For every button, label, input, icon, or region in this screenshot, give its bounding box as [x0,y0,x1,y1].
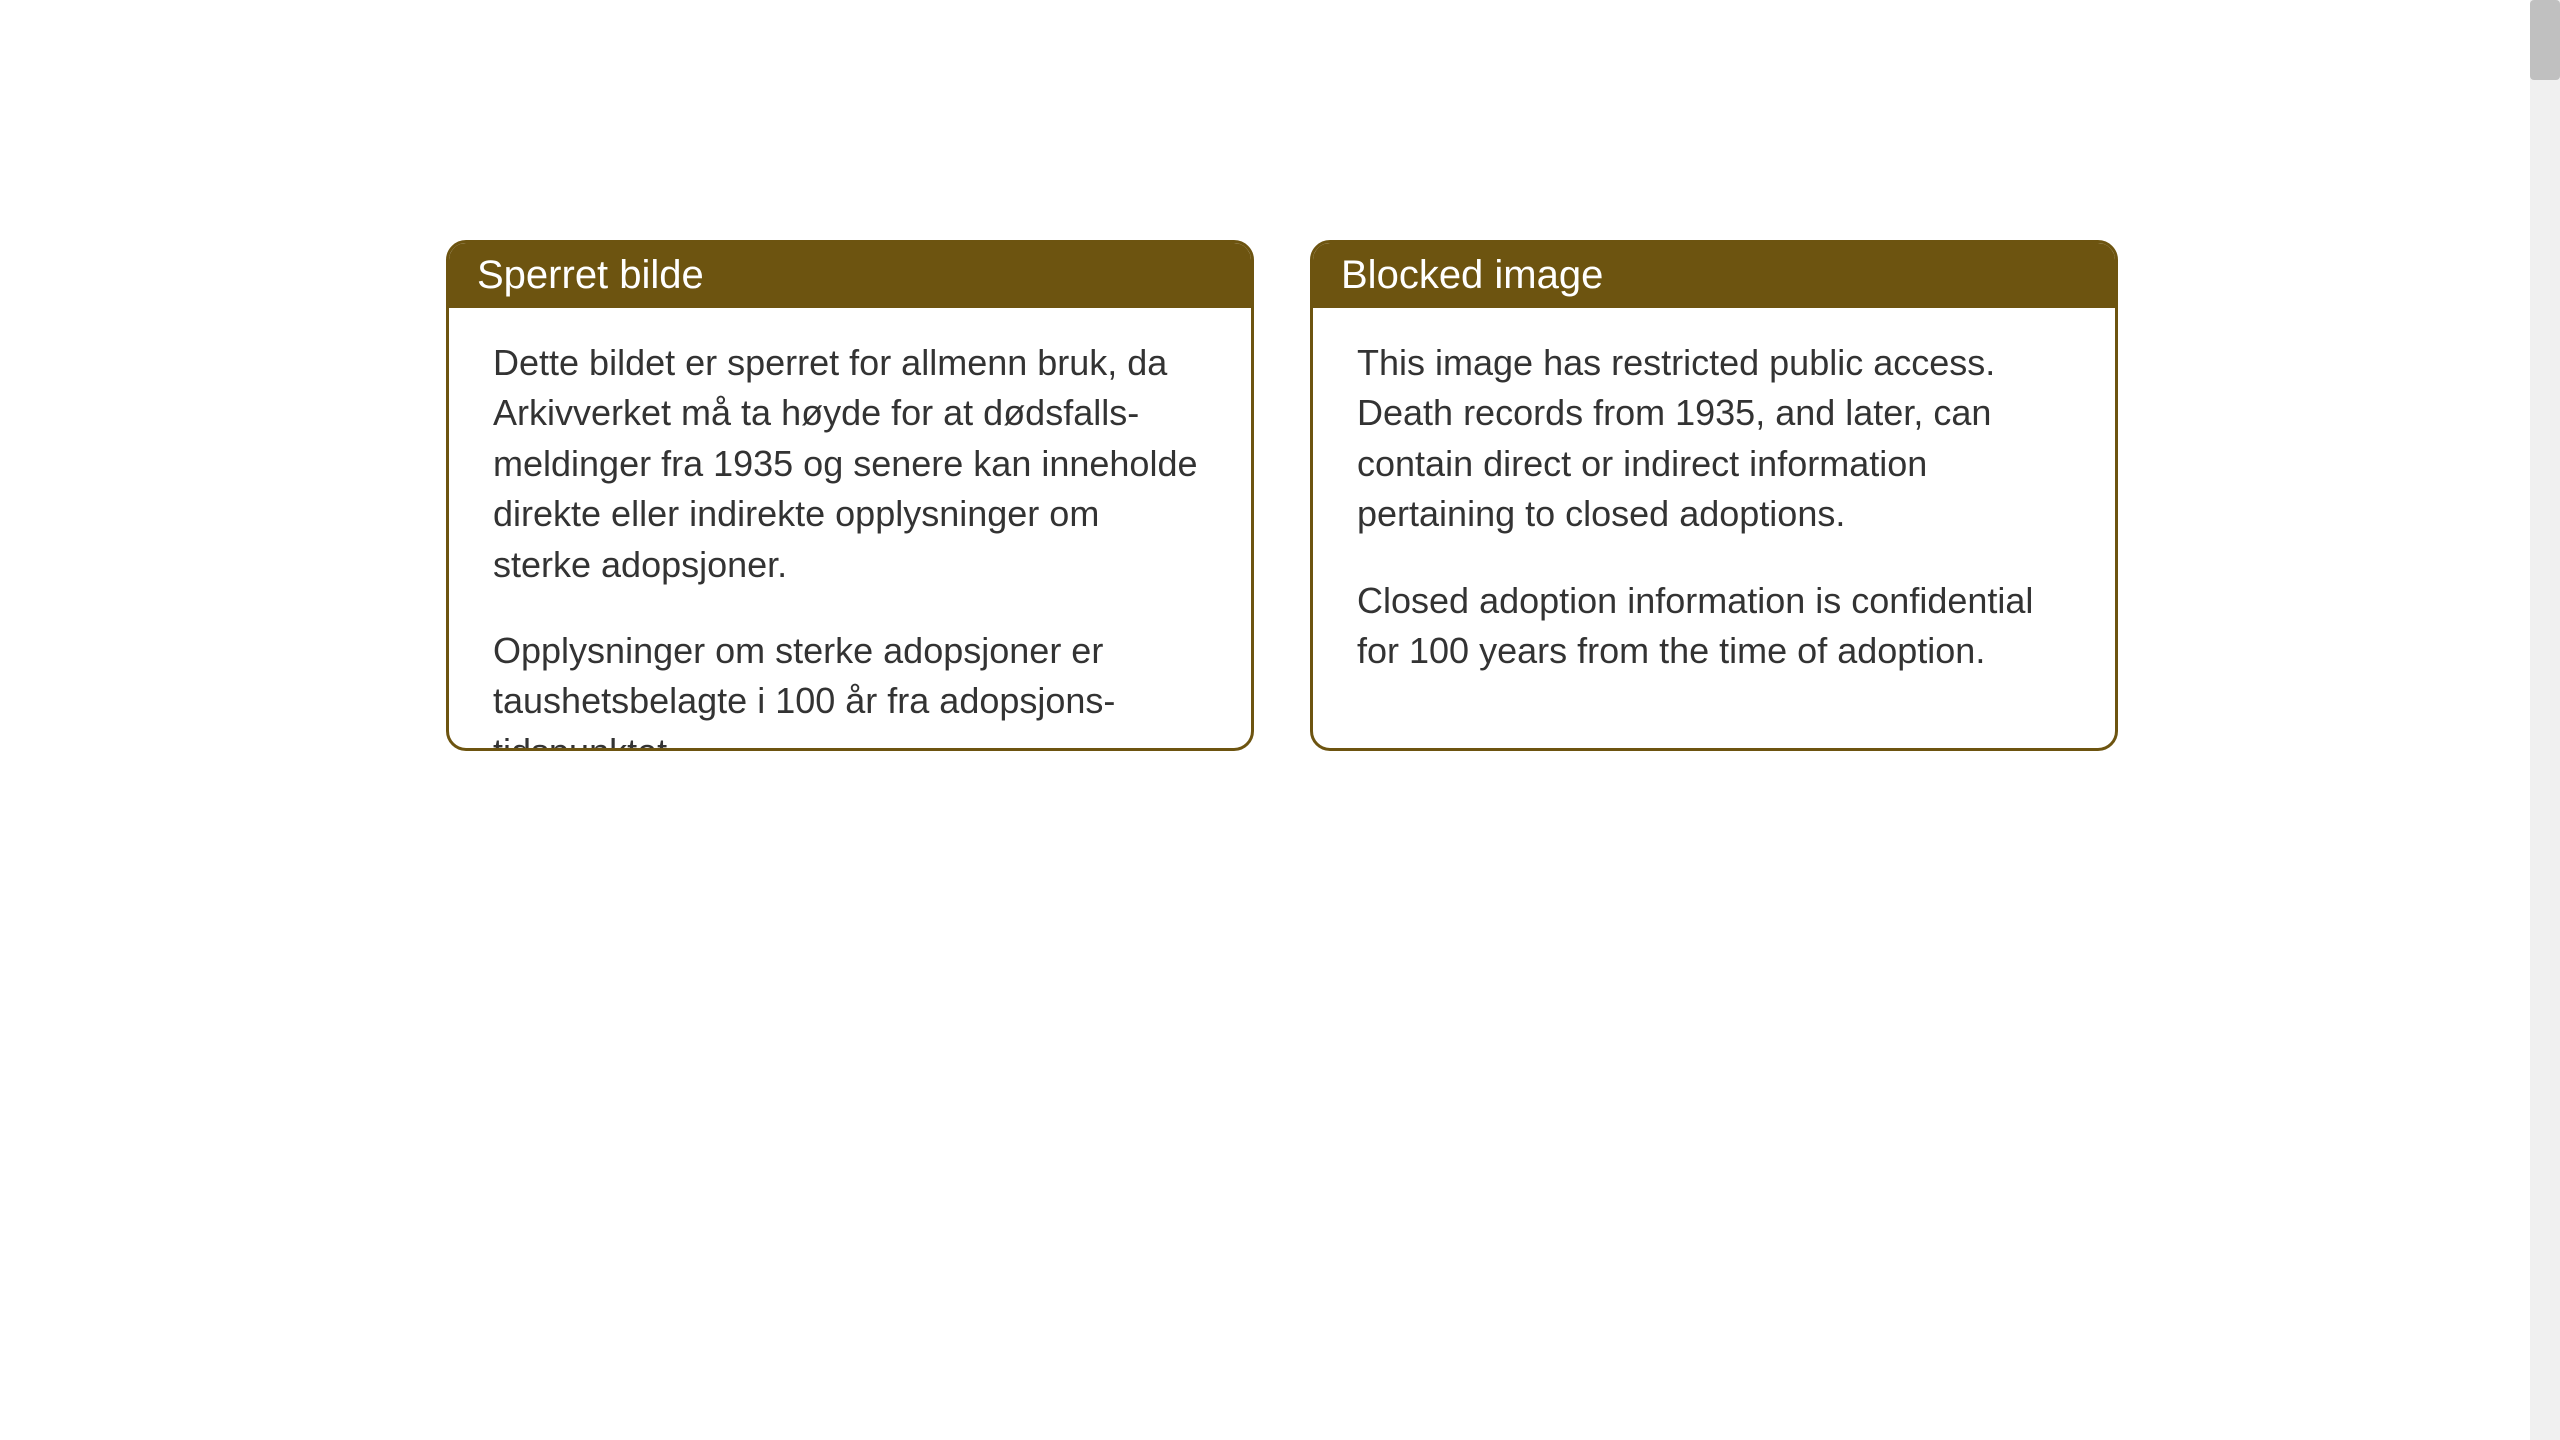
card-title: Blocked image [1341,253,1603,297]
card-paragraph-1: Dette bildet er sperret for allmenn bruk… [493,338,1207,590]
scrollbar-thumb[interactable] [2530,0,2560,80]
card-paragraph-2: Closed adoption information is confident… [1357,576,2071,677]
card-header: Sperret bilde [449,243,1251,308]
card-paragraph-1: This image has restricted public access.… [1357,338,2071,540]
card-body: Dette bildet er sperret for allmenn bruk… [449,308,1251,751]
vertical-scrollbar[interactable] [2530,0,2560,1440]
notice-card-norwegian: Sperret bilde Dette bildet er sperret fo… [446,240,1254,751]
cards-container: Sperret bilde Dette bildet er sperret fo… [446,240,2118,751]
card-header: Blocked image [1313,243,2115,308]
card-body: This image has restricted public access.… [1313,308,2115,706]
card-paragraph-2: Opplysninger om sterke adopsjoner er tau… [493,626,1207,751]
notice-card-english: Blocked image This image has restricted … [1310,240,2118,751]
card-title: Sperret bilde [477,253,704,297]
